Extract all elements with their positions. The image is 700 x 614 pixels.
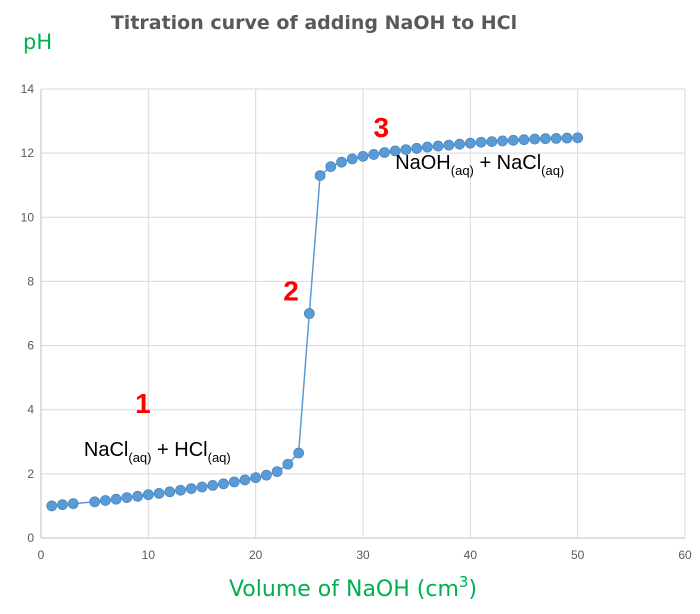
data-point xyxy=(185,483,197,495)
chart-title: Titration curve of adding NaOH to HCl xyxy=(111,12,517,34)
data-point xyxy=(464,137,476,149)
x-axis-label: Volume of NaOH (cm3) xyxy=(229,573,477,602)
data-point xyxy=(282,458,294,470)
x-tick-label: 60 xyxy=(678,548,692,562)
region-number-1: 1 xyxy=(135,388,151,419)
data-point xyxy=(228,476,240,488)
data-point xyxy=(100,495,111,506)
formula-text: + NaCl xyxy=(474,152,541,174)
subscript: (aq) xyxy=(451,163,474,178)
data-point xyxy=(325,161,337,173)
data-point xyxy=(57,499,68,511)
formula-text: + HCl xyxy=(152,439,208,461)
data-point xyxy=(271,466,283,478)
x-axis-label-superscript: 3 xyxy=(459,573,469,591)
data-point xyxy=(336,156,347,168)
data-point xyxy=(379,147,390,158)
data-point xyxy=(400,144,412,156)
data-point xyxy=(196,481,208,493)
data-point xyxy=(121,492,133,503)
data-point xyxy=(132,490,144,502)
y-axis-label: pH xyxy=(23,30,52,54)
y-tick-label: 14 xyxy=(21,82,35,96)
data-point xyxy=(497,135,508,147)
data-point xyxy=(529,133,541,145)
species-label-2: NaOH(aq) + NaCl(aq) xyxy=(395,152,564,178)
x-axis-label-end: ) xyxy=(468,577,477,602)
data-point xyxy=(67,498,79,510)
data-point xyxy=(175,484,186,496)
data-point xyxy=(421,141,433,153)
data-point xyxy=(550,132,562,144)
series-titration xyxy=(46,132,584,512)
data-point xyxy=(507,134,519,146)
subscript: (aq) xyxy=(128,450,151,465)
data-point xyxy=(443,139,455,151)
data-point xyxy=(250,472,262,484)
x-tick-label: 40 xyxy=(464,548,478,562)
data-point xyxy=(142,489,154,501)
data-point xyxy=(389,145,401,157)
formula-text: NaCl xyxy=(84,439,128,461)
y-tick-label: 0 xyxy=(27,531,34,545)
data-point xyxy=(89,496,101,508)
y-tick-label: 2 xyxy=(27,467,34,481)
data-point xyxy=(293,447,305,459)
data-point xyxy=(432,140,444,152)
data-point xyxy=(475,136,487,148)
data-point xyxy=(314,170,326,181)
x-tick-label: 10 xyxy=(142,548,156,562)
subscript: (aq) xyxy=(541,163,564,178)
data-point xyxy=(357,150,369,162)
region-number-3: 3 xyxy=(373,112,389,143)
x-tick-label: 30 xyxy=(356,548,370,562)
data-point xyxy=(518,134,530,146)
region-number-2: 2 xyxy=(283,276,299,307)
data-point xyxy=(110,493,122,505)
data-point xyxy=(486,136,498,147)
data-point xyxy=(346,153,358,165)
y-tick-label: 12 xyxy=(21,146,35,160)
data-point xyxy=(540,133,551,145)
x-axis-label-main: Volume of NaOH (cm xyxy=(229,577,459,602)
y-tick-label: 6 xyxy=(27,339,34,353)
x-tick-label: 20 xyxy=(249,548,263,562)
data-point xyxy=(153,488,165,499)
y-tick-label: 4 xyxy=(27,403,34,417)
data-point xyxy=(239,474,251,486)
data-point xyxy=(368,149,380,160)
x-tick-label: 0 xyxy=(38,548,45,562)
subscript: (aq) xyxy=(208,450,231,465)
data-point xyxy=(164,486,176,498)
x-tick-label: 50 xyxy=(571,548,585,562)
data-point xyxy=(411,142,423,154)
data-point xyxy=(303,308,315,319)
data-point xyxy=(218,478,229,490)
y-tick-label: 8 xyxy=(27,274,34,288)
species-label-1: NaCl(aq) + HCl(aq) xyxy=(84,439,231,465)
data-point xyxy=(454,138,466,150)
data-point xyxy=(561,132,573,144)
formula-text: NaOH xyxy=(395,152,451,174)
data-point xyxy=(207,480,219,491)
data-point xyxy=(260,469,272,481)
data-point xyxy=(572,132,584,144)
y-tick-label: 10 xyxy=(21,210,35,224)
data-point xyxy=(46,500,58,512)
gridlines xyxy=(40,88,686,539)
